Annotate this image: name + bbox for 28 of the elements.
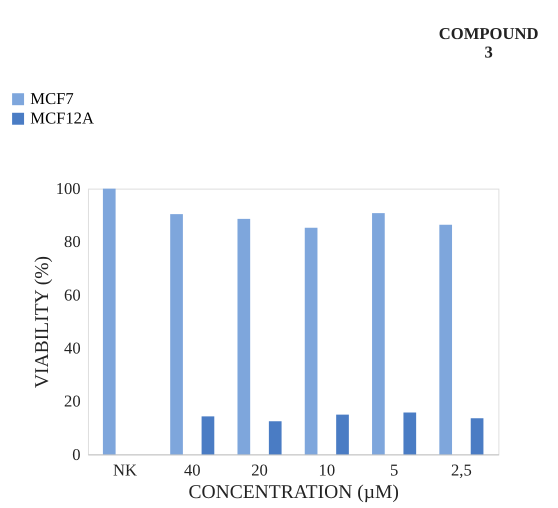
x-tick-label: 10 (318, 460, 336, 480)
bar (268, 421, 282, 454)
bar (470, 418, 484, 454)
x-tick-label: 2,5 (451, 460, 472, 480)
y-axis-title: VIABILITY (%) (32, 256, 53, 388)
x-tick-label: 40 (184, 460, 201, 480)
bar (372, 213, 385, 454)
bar (304, 228, 318, 454)
legend-label: MCF7 (30, 89, 74, 108)
x-axis-title: CONCENTRATION (µM) (188, 482, 399, 503)
legend-label: MCF12A (30, 108, 94, 128)
bar (202, 416, 214, 454)
bar (237, 218, 250, 454)
bar (170, 214, 183, 454)
y-tick-label: 20 (64, 392, 81, 411)
y-tick-label: 100 (56, 179, 81, 198)
x-tick-label: 5 (390, 460, 398, 480)
y-tick-label: 40 (64, 338, 81, 358)
bar (336, 414, 349, 454)
bar (439, 224, 452, 454)
y-tick-label: 0 (72, 444, 81, 464)
x-tick-label: 20 (251, 460, 268, 480)
y-tick-label: 60 (64, 285, 81, 304)
bar (403, 412, 416, 454)
x-tick-label: NK (112, 460, 137, 480)
chart-title: COMPOUND 3 (438, 24, 538, 62)
y-tick-label: 80 (64, 232, 81, 252)
bar (102, 188, 116, 454)
